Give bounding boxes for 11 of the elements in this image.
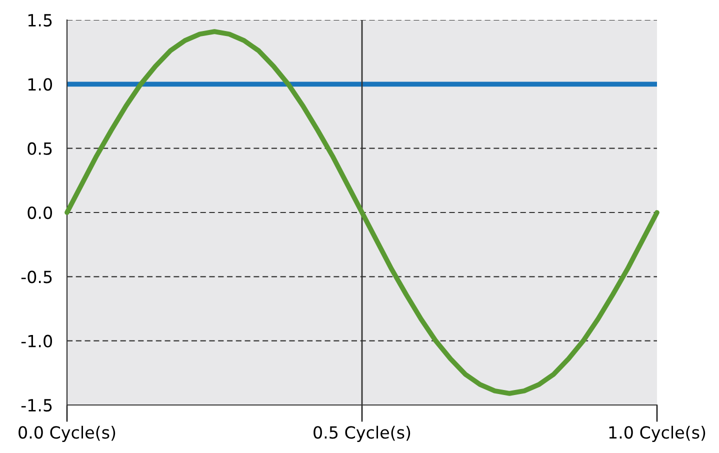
y-tick-label: 1.0 xyxy=(28,78,52,91)
y-tick-label: 1.5 xyxy=(28,14,52,27)
x-tick-label: 1.0 Cycle(s) xyxy=(609,426,706,442)
y-tick-label: 0.5 xyxy=(28,142,52,155)
line-series xyxy=(64,29,660,396)
y-tick-label: -1.5 xyxy=(21,399,52,412)
x-tick-label: 0.0 Cycle(s) xyxy=(18,426,116,442)
y-tick-label: -1.0 xyxy=(21,334,52,348)
y-tick-label: -0.5 xyxy=(21,270,52,284)
x-tick-label: 0.5 Cycle(s) xyxy=(314,426,410,442)
y-tick-label: 0.0 xyxy=(28,206,52,220)
